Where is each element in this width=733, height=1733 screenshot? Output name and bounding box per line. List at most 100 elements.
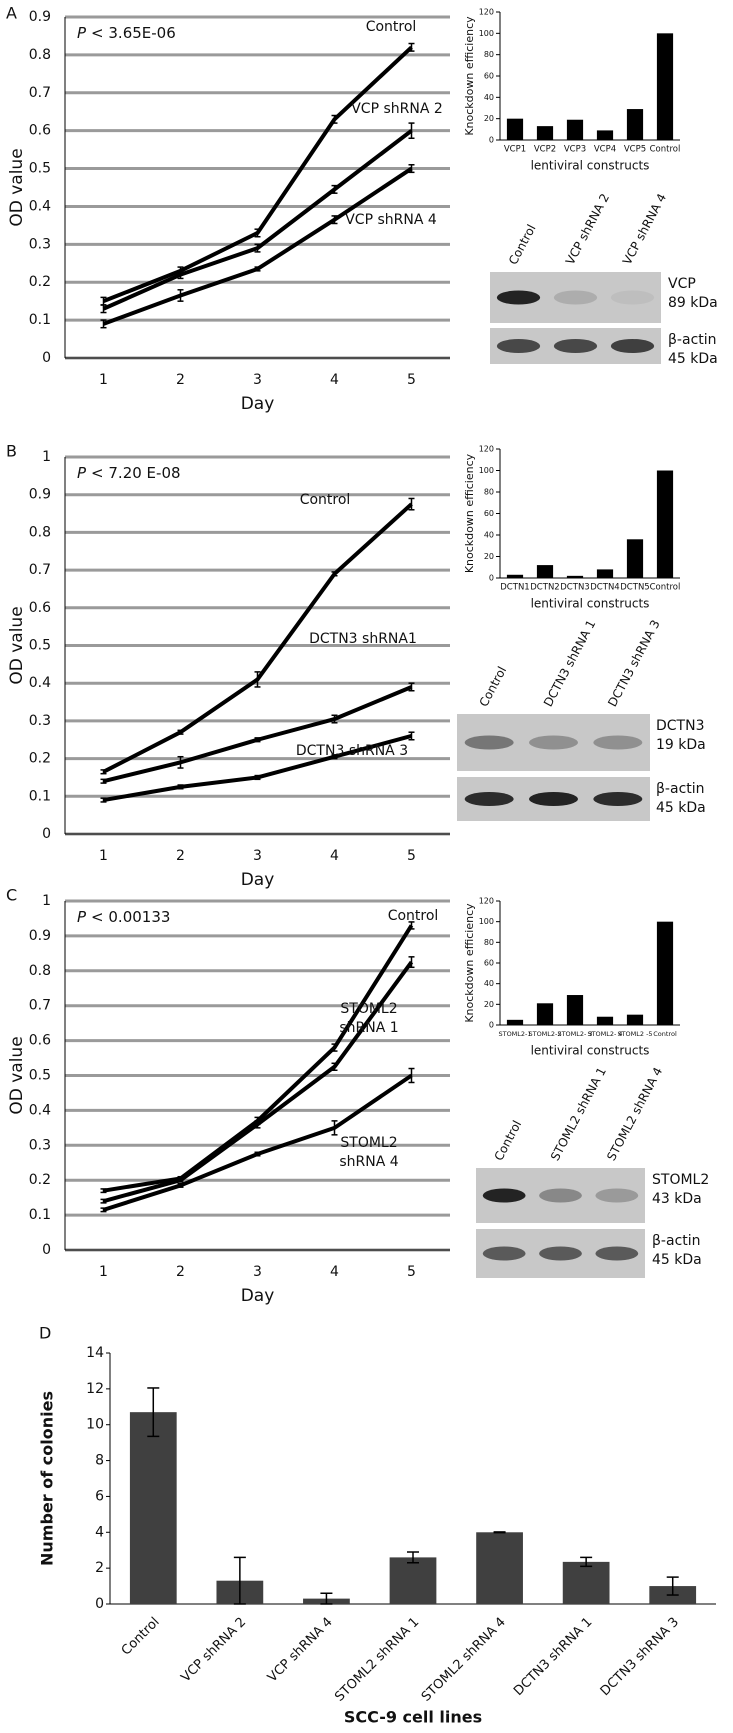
y-tick-label: 0.1 (29, 788, 51, 804)
size-label: 89 kDa (668, 295, 718, 311)
y-axis-title: Knockdown efficiency (463, 903, 476, 1023)
blot-band (464, 735, 514, 750)
protein-label: β-actin (668, 332, 717, 348)
bar (506, 574, 524, 578)
y-tick-label: 80 (484, 50, 494, 59)
bar (536, 565, 554, 578)
y-tick-label: 80 (484, 488, 494, 497)
x-axis-title: lentiviral constructs (531, 159, 650, 173)
bar (656, 33, 674, 141)
p-value: P < 0.00133 (77, 908, 170, 926)
y-axis-title: OD value (7, 606, 27, 684)
y-tick-label: 60 (484, 959, 494, 968)
lane-label: DCTN3 shRNA 3 (605, 618, 663, 710)
lane-label: Control (506, 222, 539, 267)
bar (129, 1412, 177, 1604)
blot-band (529, 735, 578, 750)
blot-band (593, 735, 643, 750)
y-tick-label: 0.2 (29, 751, 51, 767)
y-tick-label: 0.8 (29, 524, 51, 540)
bar (566, 119, 584, 140)
bar (536, 1003, 554, 1025)
bar (656, 470, 674, 578)
lane-label: STOML2 shRNA 4 (604, 1065, 665, 1163)
blot-band (593, 792, 643, 806)
series-label: VCP shRNA 2 (351, 101, 443, 117)
x-axis-title: SCC-9 cell lines (344, 1708, 482, 1727)
x-tick-label: DCTN3 (560, 583, 589, 593)
lane-label: Control (492, 1118, 525, 1163)
size-label: 45 kDa (652, 1252, 702, 1268)
y-tick-label: 0.2 (29, 274, 51, 290)
x-tick-label: DCTN1 (500, 583, 529, 593)
blot-band (610, 339, 655, 353)
x-tick-label: STOML2 shRNA 4 (419, 1615, 509, 1705)
bar (596, 569, 614, 578)
x-tick-label: STOML2 -5 (617, 1030, 652, 1038)
p-symbol: P (77, 908, 87, 926)
x-tick-label: Control (119, 1615, 163, 1659)
series-label: DCTN3 shRNA1 (309, 631, 417, 647)
y-axis-title: OD value (7, 1036, 27, 1114)
blot-band (553, 290, 598, 305)
x-tick-label: DCTN2 (530, 583, 559, 593)
x-tick-label: VCP1 (504, 145, 526, 155)
size-label: 45 kDa (656, 800, 706, 816)
bar (506, 1019, 524, 1025)
y-tick-label: 20 (484, 552, 494, 561)
y-tick-label: 0 (42, 1242, 51, 1258)
x-tick-label: 2 (176, 372, 185, 388)
y-tick-label: 0.9 (29, 9, 51, 25)
size-label: 19 kDa (656, 737, 706, 753)
y-tick-label: 60 (484, 509, 494, 518)
blot-band (482, 1246, 526, 1261)
y-tick-label: 40 (484, 93, 494, 102)
lane-label: STOML2 shRNA 1 (548, 1065, 609, 1163)
blot-band (464, 792, 514, 806)
bar (562, 1561, 610, 1604)
y-tick-label: 0 (489, 136, 494, 145)
x-tick-label: Control (650, 145, 681, 155)
bar (506, 118, 524, 140)
y-tick-label: 0.3 (29, 1137, 51, 1153)
blot-band (553, 339, 598, 353)
y-tick-label: 0.1 (29, 1207, 51, 1223)
y-tick-label: 0.2 (29, 1172, 51, 1188)
series-label: VCP shRNA 4 (345, 212, 437, 228)
y-axis-title: Knockdown efficiency (463, 453, 476, 573)
bar (626, 539, 644, 578)
x-tick-label: 3 (253, 848, 262, 864)
series-line (102, 45, 413, 304)
y-tick-label: 0.7 (29, 85, 51, 101)
y-tick-label: 0.1 (29, 312, 51, 328)
y-tick-label: 100 (479, 29, 494, 38)
y-tick-label: 4 (95, 1524, 104, 1540)
x-tick-label: DCTN3 shRNA 1 (511, 1615, 595, 1699)
x-tick-label: 4 (330, 1264, 339, 1280)
y-tick-label: 0.6 (29, 123, 51, 139)
series-label-box: Control (366, 19, 417, 35)
blot-band (496, 339, 541, 353)
x-tick-label: VCP5 (624, 145, 646, 155)
x-tick-label: VCP shRNA 4 (265, 1615, 336, 1686)
x-tick-label: DCTN5 (620, 583, 649, 593)
bar (596, 130, 614, 140)
x-tick-label: 5 (407, 372, 416, 388)
x-tick-label: 3 (253, 372, 262, 388)
x-tick-label: STOML2- 4 (587, 1030, 622, 1038)
bar (566, 995, 584, 1025)
blot-band (496, 290, 541, 305)
y-tick-label: 0.6 (29, 1033, 51, 1049)
y-tick-label: 0.3 (29, 713, 51, 729)
y-tick-label: 1 (42, 893, 51, 909)
y-tick-label: 40 (484, 531, 494, 540)
y-tick-label: 0.5 (29, 638, 51, 654)
x-tick-label: VCP4 (594, 145, 616, 155)
blot-band (529, 792, 578, 806)
bar (596, 1016, 614, 1025)
bar (389, 1557, 437, 1604)
series-label-box: STOML2 shRNA 4 (339, 1135, 398, 1170)
p-value: P < 7.20 E-08 (77, 464, 181, 482)
